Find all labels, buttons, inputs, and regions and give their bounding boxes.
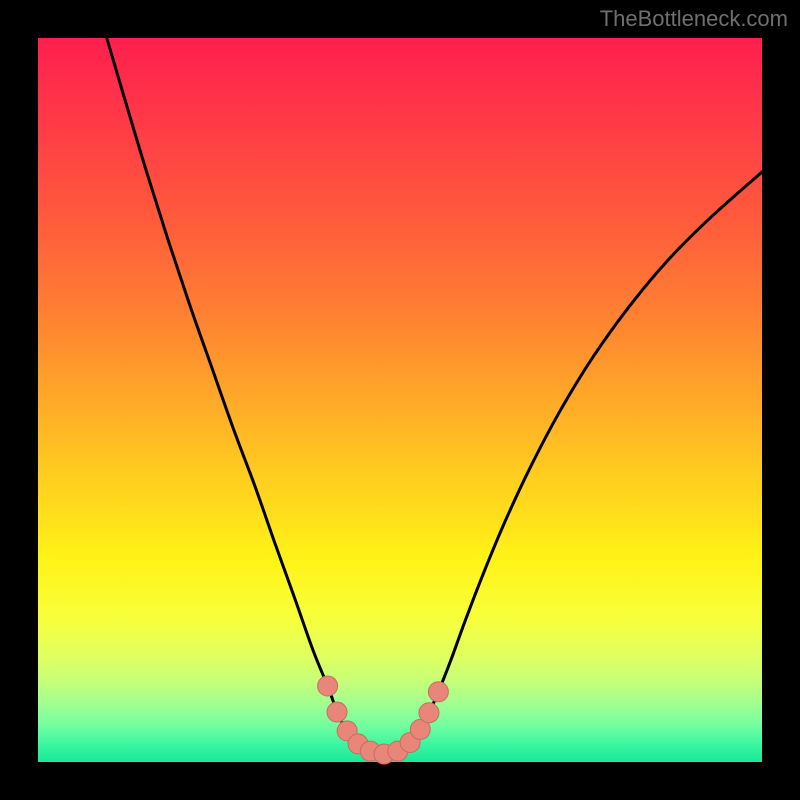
valley-marker <box>419 703 439 723</box>
valley-marker <box>428 682 448 702</box>
valley-marker <box>327 702 347 722</box>
watermark-text: TheBottleneck.com <box>600 6 788 32</box>
bottleneck-chart <box>0 0 800 800</box>
valley-marker <box>318 676 338 696</box>
plot-background <box>38 38 762 762</box>
chart-stage: TheBottleneck.com <box>0 0 800 800</box>
